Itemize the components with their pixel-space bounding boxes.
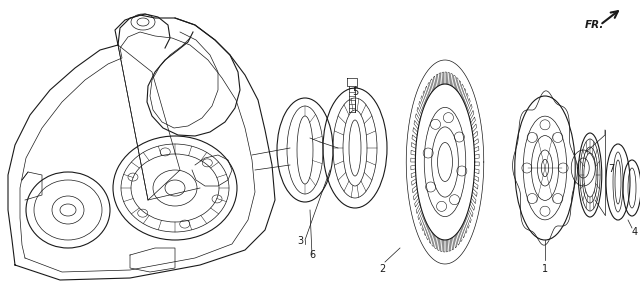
Text: 1: 1 — [542, 264, 548, 274]
Text: FR.: FR. — [585, 20, 604, 30]
Text: 3: 3 — [297, 236, 303, 246]
Text: 7: 7 — [608, 164, 614, 174]
Text: 2: 2 — [379, 264, 385, 274]
Text: 4: 4 — [632, 227, 638, 237]
Text: 6: 6 — [309, 250, 315, 260]
Polygon shape — [347, 78, 357, 86]
Text: 5: 5 — [352, 87, 358, 97]
